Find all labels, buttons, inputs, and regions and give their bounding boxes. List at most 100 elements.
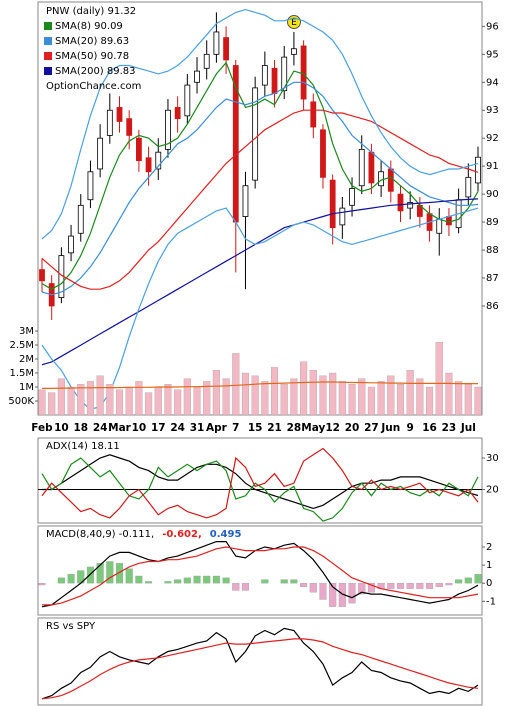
candle-body (174, 107, 181, 120)
candle-body (165, 109, 171, 150)
candle-body (77, 204, 84, 234)
bar (426, 583, 434, 589)
bar (348, 384, 356, 416)
histogram-label: 0.495 (210, 529, 242, 540)
line-series (41, 447, 479, 519)
candle-body (436, 218, 443, 234)
x-tick-label: 10 (132, 422, 147, 434)
x-tick-label: 17 (151, 422, 166, 434)
legend-label: SMA(50) 90.78 (55, 51, 129, 62)
x-tick-label: 24 (93, 422, 108, 434)
bar (241, 583, 250, 591)
bar (270, 367, 279, 416)
y-tick-label: 92 (486, 133, 499, 144)
candle-body (194, 70, 200, 83)
line-series (41, 109, 479, 290)
bar (212, 370, 220, 416)
bar (57, 378, 65, 416)
bar (416, 583, 424, 589)
line-series (41, 198, 479, 366)
bar (367, 386, 375, 416)
x-tick-label: 7 (232, 422, 239, 434)
bar (232, 583, 240, 591)
candle-body (446, 216, 452, 226)
legend-label: SMA(8) 90.09 (55, 21, 123, 32)
earnings-label: E (291, 18, 297, 28)
x-tick-label: 24 (170, 422, 185, 434)
bar (222, 577, 230, 584)
candle-body (126, 118, 133, 136)
bar (445, 372, 453, 416)
candle-body (145, 157, 152, 173)
x-tick-label: 23 (442, 422, 457, 434)
y-tick-label: 89 (486, 217, 499, 228)
bar (474, 386, 482, 416)
bar (358, 378, 366, 416)
legend-label: SMA(200) 89.83 (55, 66, 136, 77)
candle-body (135, 137, 142, 161)
candle-body (320, 129, 326, 178)
y-tick-label: 91 (486, 161, 499, 172)
x-tick-label: Feb (31, 422, 53, 434)
x-tick-label: 10 (54, 422, 69, 434)
candle-body (339, 207, 346, 226)
bar (464, 577, 472, 584)
legend-swatch (44, 37, 52, 45)
bar (329, 372, 337, 416)
line-series (42, 454, 479, 510)
y-tick-label: 20 (486, 485, 499, 496)
bar (86, 381, 94, 416)
bar (319, 375, 327, 416)
bar (125, 568, 133, 584)
line-series (41, 457, 479, 522)
y-tick-label: 0 (486, 578, 492, 589)
bar (135, 381, 143, 416)
bar (348, 583, 356, 604)
line-series (41, 61, 479, 290)
bar (329, 583, 337, 607)
bar (387, 375, 395, 416)
candle-body (242, 185, 249, 217)
candle-body (281, 56, 288, 92)
bar (426, 386, 434, 416)
candle-body (358, 148, 365, 187)
bar (367, 583, 375, 593)
y-tick-label: 96 (486, 21, 499, 32)
y-tick-label: 500K (8, 396, 34, 407)
bar (261, 381, 269, 416)
bar (290, 378, 298, 416)
line-series (41, 81, 479, 296)
adx-panel (37, 437, 483, 524)
y-tick-label: -1 (486, 596, 496, 607)
bar (416, 378, 424, 416)
bar (67, 386, 75, 416)
signal-label: -0.602, (162, 529, 202, 540)
candle-body (310, 101, 317, 128)
bar (193, 386, 201, 416)
y-tick-label: 2M (19, 354, 34, 365)
macd-panel (37, 525, 483, 616)
candle-body (39, 269, 45, 282)
line-series (41, 207, 479, 411)
bar (358, 583, 366, 595)
bar (183, 378, 191, 416)
bar (106, 561, 114, 584)
bar (474, 574, 482, 584)
bar (174, 389, 182, 416)
bar (115, 563, 124, 584)
bar (154, 386, 162, 416)
x-tick-label: 27 (364, 422, 379, 434)
y-tick-label: 95 (486, 49, 499, 60)
x-tick-label: 12 (325, 422, 340, 434)
bar (300, 583, 308, 587)
candle-body (465, 176, 472, 198)
y-tick-label: 87 (486, 273, 499, 284)
line-series (41, 627, 479, 700)
x-tick-label: 18 (73, 422, 88, 434)
bar (77, 384, 85, 416)
candle-body (213, 31, 220, 55)
legend-swatch (44, 22, 52, 30)
bar (135, 575, 143, 584)
y-tick-label: 2.5M (9, 340, 34, 351)
